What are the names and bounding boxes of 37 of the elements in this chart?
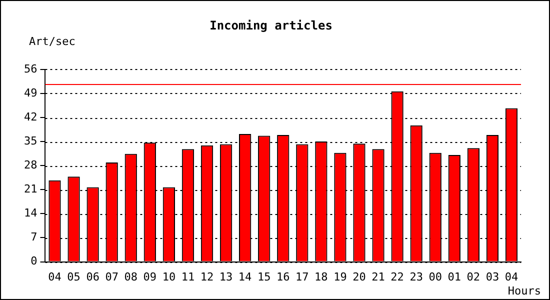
x-tick-label: 19: [334, 270, 347, 284]
x-tick-label: 09: [143, 270, 157, 284]
x-tick-label: 21: [372, 270, 385, 284]
x-tick-label: 16: [276, 270, 290, 284]
x-tick-label: 22: [390, 270, 404, 284]
x-tick-label: 13: [219, 270, 233, 284]
y-tick-label: 0: [30, 254, 38, 268]
chart-title: Incoming articles: [210, 18, 332, 32]
x-tick-label: 10: [162, 270, 176, 284]
x-tick-label: 18: [314, 270, 328, 284]
x-tick-label: 15: [257, 270, 271, 284]
x-tick-label: 00: [428, 270, 442, 284]
y-axis-title: Art/sec: [29, 34, 76, 48]
x-tick-label: 20: [352, 270, 366, 284]
x-tick-label: 11: [181, 270, 195, 284]
y-tick-label: 28: [24, 158, 38, 172]
y-tick-label: 35: [24, 134, 38, 148]
x-tick-label: 01: [448, 270, 462, 284]
y-tick-label: 42: [24, 110, 38, 124]
x-tick-label: 14: [238, 270, 252, 284]
x-tick-label: 07: [105, 270, 118, 284]
x-tick-label: 05: [67, 270, 80, 284]
x-tick-label: 02: [466, 270, 480, 284]
x-tick-label: 04: [48, 270, 62, 284]
x-tick-label: 03: [486, 270, 500, 284]
y-tick-label: 56: [24, 62, 38, 76]
x-tick-label: 06: [86, 270, 100, 284]
y-tick-label: 21: [24, 182, 38, 196]
x-tick-label: 12: [200, 270, 214, 284]
x-tick-label: 23: [410, 270, 423, 284]
x-tick-label: 04: [504, 270, 518, 284]
x-axis-title: Hours: [508, 284, 541, 298]
x-tick-label: 08: [124, 270, 138, 284]
x-tick-label: 17: [296, 270, 309, 284]
y-tick-label: 14: [24, 206, 38, 220]
y-tick-label: 49: [24, 86, 38, 100]
y-tick-label: 7: [30, 230, 38, 244]
